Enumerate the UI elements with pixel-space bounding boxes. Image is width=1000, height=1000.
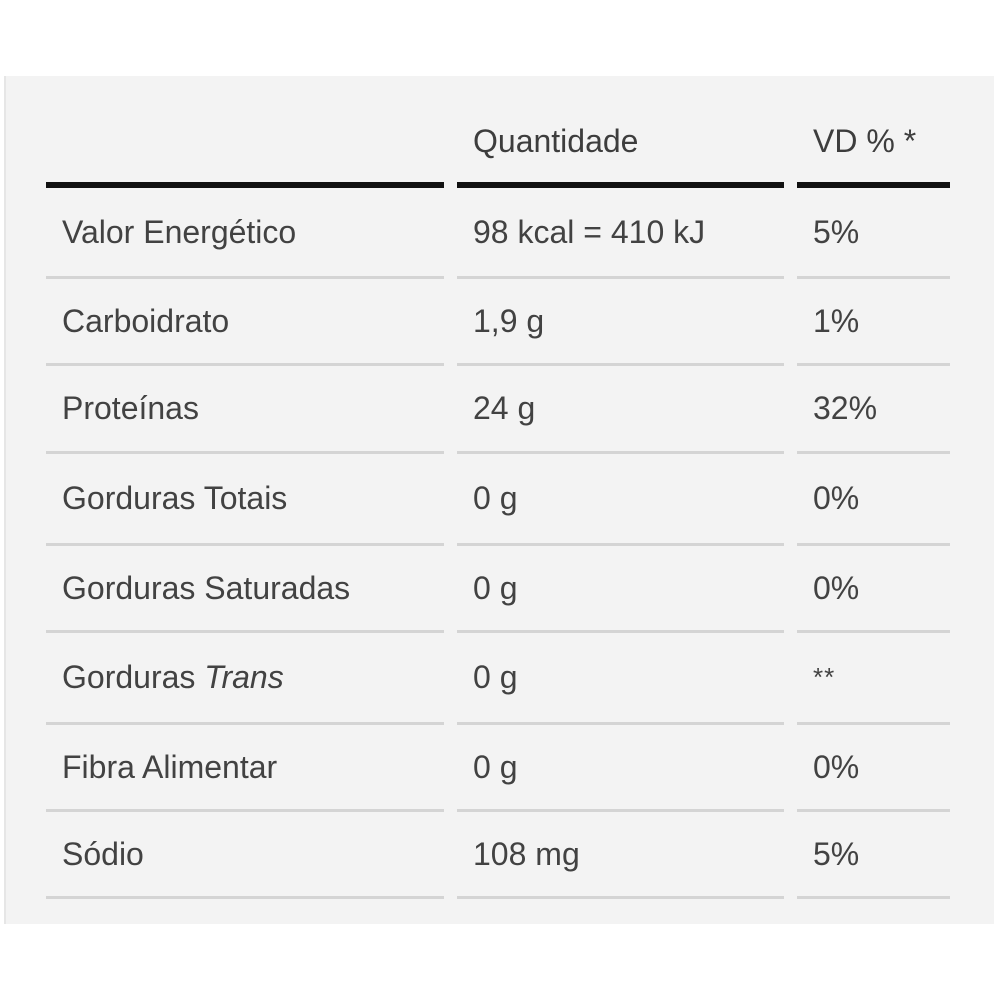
row-nutrient: Fibra Alimentar xyxy=(46,725,444,812)
row-dv: 0% xyxy=(797,546,950,633)
row-nutrient: Carboidrato xyxy=(46,279,444,366)
row-nutrient: Gorduras Saturadas xyxy=(46,546,444,633)
header-dv: VD % * xyxy=(797,100,950,188)
row-amount: 0 g xyxy=(457,546,784,633)
row-amount: 0 g xyxy=(457,633,784,725)
row-nutrient: Valor Energético xyxy=(46,188,444,279)
row-amount: 0 g xyxy=(457,725,784,812)
row-dv: 0% xyxy=(797,454,950,546)
nutrition-panel xyxy=(4,76,994,924)
row-dv: ** xyxy=(797,633,950,725)
nutrient-label-italic: Trans xyxy=(204,659,284,695)
row-amount: 98 kcal = 410 kJ xyxy=(457,188,784,279)
nutrient-label: Gorduras xyxy=(62,659,196,695)
row-dv: 0% xyxy=(797,725,950,812)
row-nutrient: Gorduras Trans xyxy=(46,633,444,725)
nutrition-table: Quantidade VD % * Valor Energético 98 kc… xyxy=(46,100,950,899)
row-nutrient: Sódio xyxy=(46,812,444,899)
row-dv: 5% xyxy=(797,812,950,899)
row-amount: 108 mg xyxy=(457,812,784,899)
header-nutrient xyxy=(46,100,444,188)
row-dv: 32% xyxy=(797,366,950,454)
row-dv: 5% xyxy=(797,188,950,279)
row-amount: 1,9 g xyxy=(457,279,784,366)
row-nutrient: Proteínas xyxy=(46,366,444,454)
header-amount: Quantidade xyxy=(457,100,784,188)
row-nutrient: Gorduras Totais xyxy=(46,454,444,546)
row-amount: 0 g xyxy=(457,454,784,546)
row-dv: 1% xyxy=(797,279,950,366)
row-amount: 24 g xyxy=(457,366,784,454)
